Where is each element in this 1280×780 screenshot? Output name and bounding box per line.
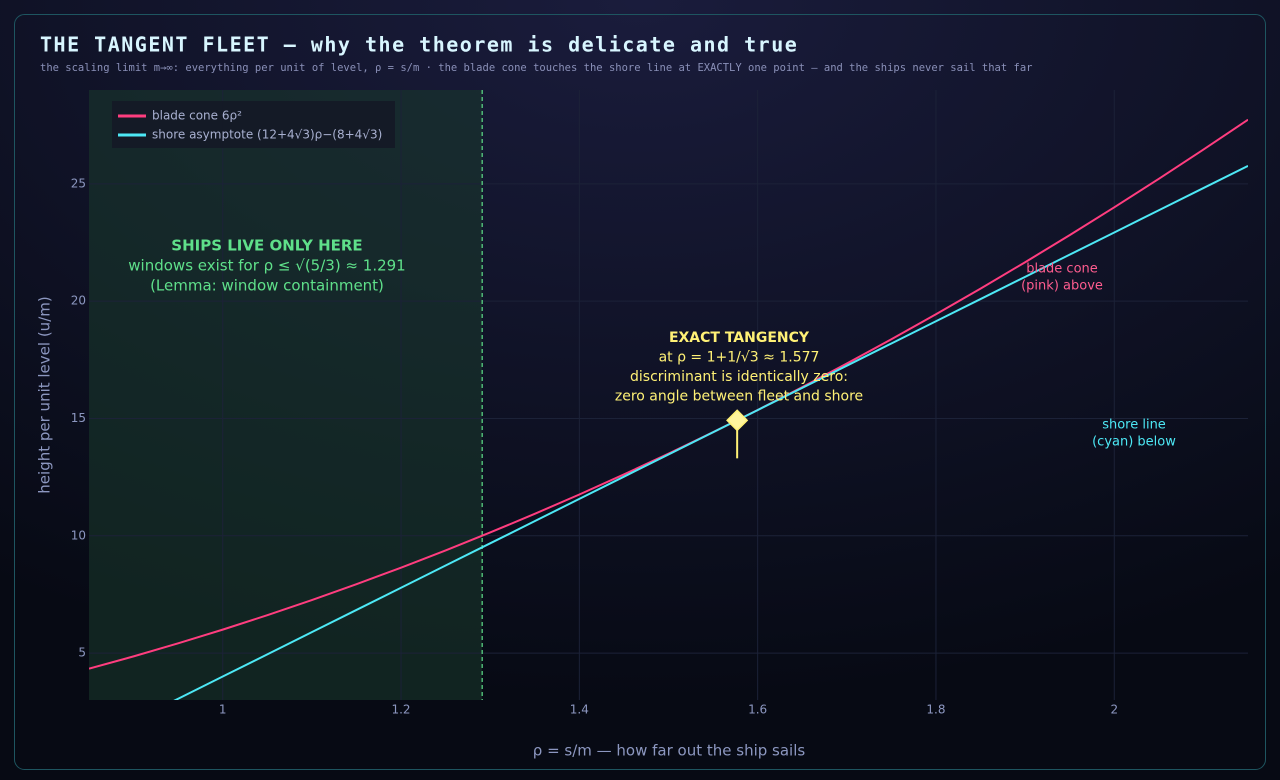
tangency-marker: [726, 409, 749, 432]
annotation-text: (pink) above: [1021, 279, 1103, 294]
panel-border: [14, 14, 1266, 770]
x-tick-label: 1.2: [391, 703, 410, 717]
annotation-text: EXACT TANGENCY: [669, 330, 810, 346]
x-tick-label: 2: [1110, 703, 1118, 717]
x-tick-label: 1.8: [926, 703, 945, 717]
legend-label: blade cone 6ρ²: [152, 109, 242, 123]
legend-box: [112, 101, 395, 148]
x-axis-label: ρ = s/m — how far out the ship sails: [533, 742, 806, 760]
annotation-text: zero angle between fleet and shore: [615, 389, 863, 405]
y-tick-label: 5: [78, 646, 86, 660]
annotation-text: windows exist for ρ ≤ √(5/3) ≈ 1.291: [128, 257, 405, 275]
series-group: [89, 118, 1248, 700]
annotation-text: discriminant is identically zero:: [630, 369, 848, 385]
series-line: [173, 164, 1248, 700]
y-axis-label: height per unit level (u/m): [36, 296, 54, 493]
annotation-text: (Lemma: window containment): [150, 277, 384, 295]
plot-area: [89, 90, 1248, 700]
y-tick-label: 25: [71, 176, 86, 190]
annotation-text: at ρ = 1+1/√3 ≈ 1.577: [659, 350, 820, 366]
annotation-text: shore line: [1102, 418, 1166, 433]
annotation-text: blade cone: [1026, 262, 1098, 277]
x-tick-label: 1.6: [748, 703, 767, 717]
x-tick-label: 1: [219, 703, 227, 717]
legend-label: shore asymptote (12+4√3)ρ−(8+4√3): [152, 128, 382, 142]
ships-region: [89, 90, 483, 700]
y-tick-label: 10: [71, 528, 86, 542]
x-tick-label: 1.4: [570, 703, 589, 717]
annotation-text: (cyan) below: [1092, 435, 1176, 450]
y-tick-label: 20: [71, 294, 86, 308]
chart-title: THE TANGENT FLEET — why the theorem is d…: [40, 33, 798, 57]
chart-subtitle: the scaling limit m→∞: everything per un…: [40, 62, 1032, 74]
annotation-text: SHIPS LIVE ONLY HERE: [171, 237, 362, 255]
y-tick-label: 15: [71, 411, 86, 425]
